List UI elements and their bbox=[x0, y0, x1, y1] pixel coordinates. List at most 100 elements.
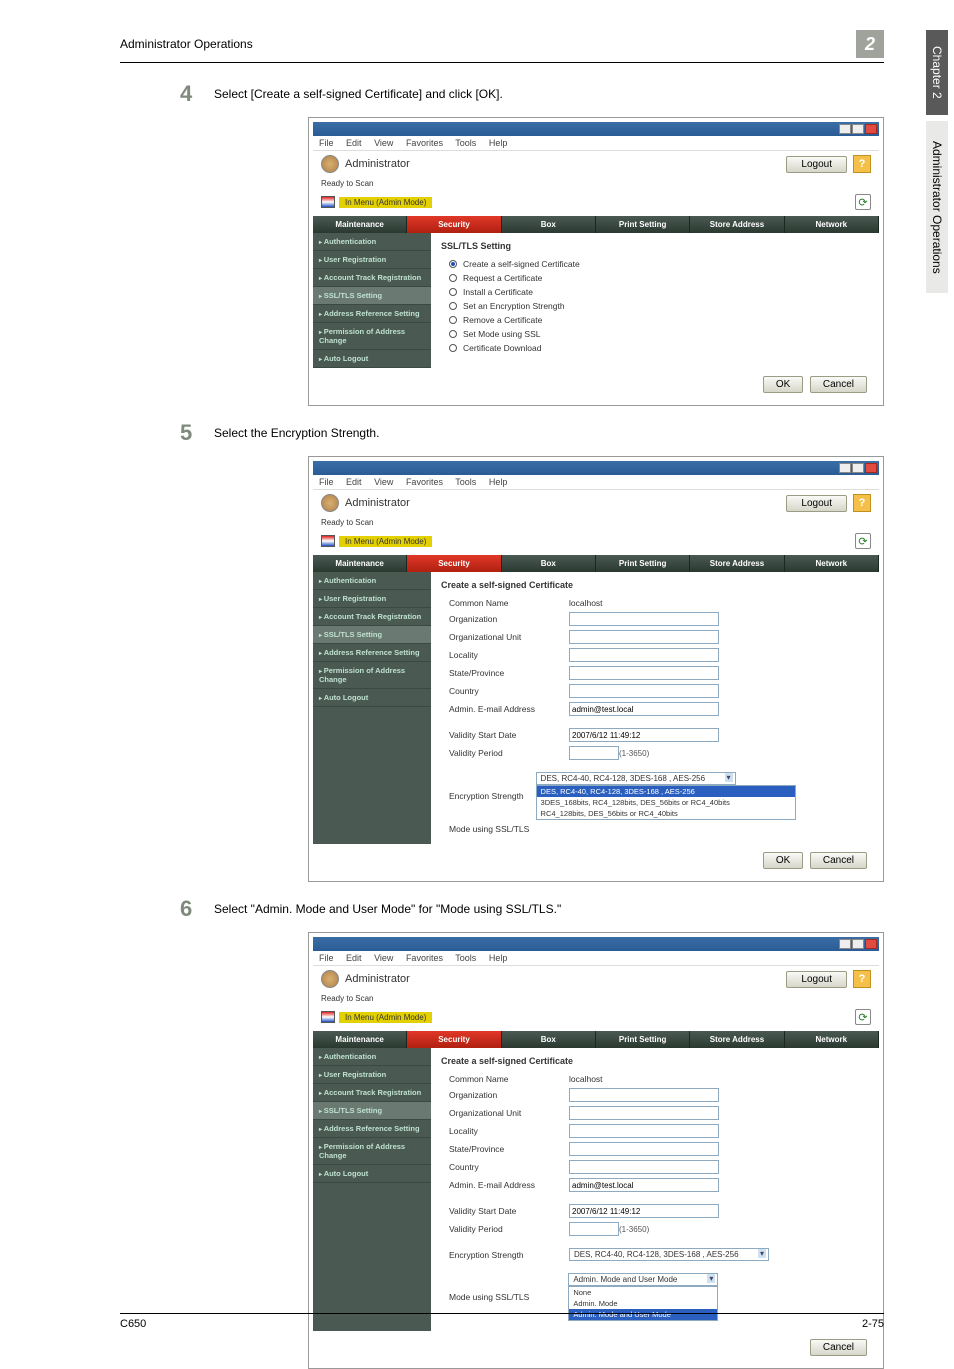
tab-print[interactable]: Print Setting bbox=[596, 1031, 690, 1048]
cancel-button[interactable]: Cancel bbox=[810, 852, 867, 869]
enc-option-2[interactable]: 3DES_168bits, RC4_128bits, DES_56bits or… bbox=[537, 797, 795, 808]
menu-edit[interactable]: Edit bbox=[346, 477, 362, 487]
menu-help[interactable]: Help bbox=[489, 138, 508, 148]
sidebar-auto-logout[interactable]: Auto Logout bbox=[313, 1165, 431, 1183]
radio-remove-cert[interactable] bbox=[449, 316, 457, 324]
mode-ssl-select[interactable]: Admin. Mode and User Mode bbox=[568, 1273, 718, 1286]
admin-email-input[interactable] bbox=[569, 702, 719, 716]
sidebar-address-reference[interactable]: Address Reference Setting bbox=[313, 1120, 431, 1138]
menu-file[interactable]: File bbox=[319, 953, 334, 963]
refresh-icon[interactable]: ⟳ bbox=[855, 533, 871, 549]
logout-button[interactable]: Logout bbox=[786, 156, 847, 173]
locality-input[interactable] bbox=[569, 1124, 719, 1138]
radio-request-cert[interactable] bbox=[449, 274, 457, 282]
minimize-icon[interactable] bbox=[839, 124, 851, 134]
help-icon[interactable]: ? bbox=[853, 155, 871, 173]
maximize-icon[interactable] bbox=[852, 463, 864, 473]
encryption-strength-select[interactable]: DES, RC4-40, RC4-128, 3DES-168 , AES-256 bbox=[536, 772, 736, 785]
sidebar-authentication[interactable]: Authentication bbox=[313, 1048, 431, 1066]
sidebar-account-track[interactable]: Account Track Registration bbox=[313, 269, 431, 287]
close-icon[interactable] bbox=[865, 463, 877, 473]
sidebar-account-track[interactable]: Account Track Registration bbox=[313, 608, 431, 626]
sidebar-user-registration[interactable]: User Registration bbox=[313, 1066, 431, 1084]
tab-network[interactable]: Network bbox=[785, 555, 879, 572]
mode-option-admin[interactable]: Admin. Mode bbox=[569, 1298, 717, 1309]
sidebar-authentication[interactable]: Authentication bbox=[313, 572, 431, 590]
close-icon[interactable] bbox=[865, 124, 877, 134]
validity-period-input[interactable] bbox=[569, 746, 619, 760]
sidebar-permission-address[interactable]: Permission of Address Change bbox=[313, 1138, 431, 1165]
tab-print[interactable]: Print Setting bbox=[596, 216, 690, 233]
enc-option-3[interactable]: RC4_128bits, DES_56bits or RC4_40bits bbox=[537, 808, 795, 819]
sidebar-authentication[interactable]: Authentication bbox=[313, 233, 431, 251]
encryption-strength-select[interactable]: DES, RC4-40, RC4-128, 3DES-168 , AES-256 bbox=[569, 1248, 769, 1261]
sidebar-ssl-tls[interactable]: SSL/TLS Setting bbox=[313, 626, 431, 644]
sidebar-auto-logout[interactable]: Auto Logout bbox=[313, 350, 431, 368]
menu-tools[interactable]: Tools bbox=[455, 138, 476, 148]
refresh-icon[interactable]: ⟳ bbox=[855, 194, 871, 210]
logout-button[interactable]: Logout bbox=[786, 495, 847, 512]
help-icon[interactable]: ? bbox=[853, 970, 871, 988]
radio-set-mode-ssl[interactable] bbox=[449, 330, 457, 338]
tab-box[interactable]: Box bbox=[502, 1031, 596, 1048]
maximize-icon[interactable] bbox=[852, 939, 864, 949]
cancel-button[interactable]: Cancel bbox=[810, 1339, 867, 1356]
menu-file[interactable]: File bbox=[319, 138, 334, 148]
organization-input[interactable] bbox=[569, 1088, 719, 1102]
country-input[interactable] bbox=[569, 684, 719, 698]
help-icon[interactable]: ? bbox=[853, 494, 871, 512]
tab-maintenance[interactable]: Maintenance bbox=[313, 1031, 407, 1048]
org-unit-input[interactable] bbox=[569, 1106, 719, 1120]
tab-store[interactable]: Store Address bbox=[690, 1031, 784, 1048]
tab-security[interactable]: Security bbox=[407, 555, 501, 572]
menu-view[interactable]: View bbox=[374, 477, 393, 487]
state-input[interactable] bbox=[569, 666, 719, 680]
locality-input[interactable] bbox=[569, 648, 719, 662]
menu-view[interactable]: View bbox=[374, 953, 393, 963]
close-icon[interactable] bbox=[865, 939, 877, 949]
state-input[interactable] bbox=[569, 1142, 719, 1156]
minimize-icon[interactable] bbox=[839, 463, 851, 473]
tab-maintenance[interactable]: Maintenance bbox=[313, 555, 407, 572]
radio-install-cert[interactable] bbox=[449, 288, 457, 296]
refresh-icon[interactable]: ⟳ bbox=[855, 1009, 871, 1025]
tab-network[interactable]: Network bbox=[785, 216, 879, 233]
tab-store[interactable]: Store Address bbox=[690, 555, 784, 572]
radio-encryption-strength[interactable] bbox=[449, 302, 457, 310]
menu-tools[interactable]: Tools bbox=[455, 953, 476, 963]
menu-tools[interactable]: Tools bbox=[455, 477, 476, 487]
menu-help[interactable]: Help bbox=[489, 477, 508, 487]
sidebar-permission-address[interactable]: Permission of Address Change bbox=[313, 323, 431, 350]
logout-button[interactable]: Logout bbox=[786, 971, 847, 988]
organization-input[interactable] bbox=[569, 612, 719, 626]
encryption-strength-dropdown[interactable]: DES, RC4-40, RC4-128, 3DES-168 , AES-256… bbox=[536, 785, 796, 820]
tab-box[interactable]: Box bbox=[502, 216, 596, 233]
menu-favorites[interactable]: Favorites bbox=[406, 953, 443, 963]
radio-cert-download[interactable] bbox=[449, 344, 457, 352]
cancel-button[interactable]: Cancel bbox=[810, 376, 867, 393]
validity-period-input[interactable] bbox=[569, 1222, 619, 1236]
sidebar-permission-address[interactable]: Permission of Address Change bbox=[313, 662, 431, 689]
sidebar-account-track[interactable]: Account Track Registration bbox=[313, 1084, 431, 1102]
sidebar-user-registration[interactable]: User Registration bbox=[313, 590, 431, 608]
menu-file[interactable]: File bbox=[319, 477, 334, 487]
menu-edit[interactable]: Edit bbox=[346, 953, 362, 963]
menu-edit[interactable]: Edit bbox=[346, 138, 362, 148]
validity-start-input[interactable] bbox=[569, 728, 719, 742]
menu-favorites[interactable]: Favorites bbox=[406, 138, 443, 148]
tab-security[interactable]: Security bbox=[407, 216, 501, 233]
sidebar-auto-logout[interactable]: Auto Logout bbox=[313, 689, 431, 707]
mode-option-none[interactable]: None bbox=[569, 1287, 717, 1298]
ok-button[interactable]: OK bbox=[763, 852, 803, 869]
tab-security[interactable]: Security bbox=[407, 1031, 501, 1048]
enc-option-1[interactable]: DES, RC4-40, RC4-128, 3DES-168 , AES-256 bbox=[537, 786, 795, 797]
maximize-icon[interactable] bbox=[852, 124, 864, 134]
sidebar-ssl-tls[interactable]: SSL/TLS Setting bbox=[313, 287, 431, 305]
minimize-icon[interactable] bbox=[839, 939, 851, 949]
ok-button[interactable]: OK bbox=[763, 376, 803, 393]
tab-box[interactable]: Box bbox=[502, 555, 596, 572]
radio-create-cert[interactable] bbox=[449, 260, 457, 268]
tab-maintenance[interactable]: Maintenance bbox=[313, 216, 407, 233]
tab-network[interactable]: Network bbox=[785, 1031, 879, 1048]
menu-help[interactable]: Help bbox=[489, 953, 508, 963]
